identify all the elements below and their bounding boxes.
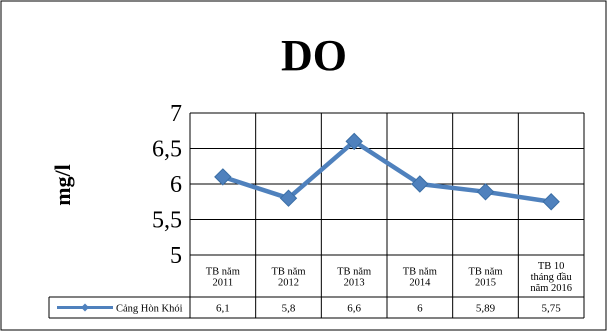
x-tick-label: TB năm (337, 267, 371, 278)
data-point (476, 183, 495, 201)
data-point (411, 175, 429, 193)
series-line (222, 139, 552, 204)
x-tick-label: 2013 (344, 278, 365, 289)
x-tick-label: TB năm (403, 267, 437, 278)
data-point (542, 193, 560, 211)
data-point (214, 168, 232, 186)
series-layer (214, 132, 560, 211)
x-tick-label: TB năm (271, 267, 305, 278)
x-tick-label: TB năm (206, 267, 240, 278)
x-tick-label: 2015 (475, 278, 496, 289)
y-tick-labels: 7 6,5 6 5,5 5 (152, 101, 182, 269)
x-tick-label: tháng đầu (531, 272, 573, 283)
chart-title: DO (281, 31, 347, 80)
x-tick-label: năm 2016 (530, 283, 572, 294)
data-label: 5,89 (476, 303, 496, 315)
legend-marker (81, 303, 89, 312)
x-tick-label: TB năm (468, 267, 502, 278)
x-tick-label: 2014 (409, 278, 431, 289)
data-point (279, 189, 298, 207)
y-tick-label: 5 (170, 243, 182, 269)
x-tick-label: 2012 (278, 278, 299, 289)
y-tick-label: 5,5 (152, 208, 182, 234)
data-label: 6 (417, 303, 423, 315)
data-label: 5,8 (282, 303, 296, 315)
x-tick-label: 2011 (213, 278, 234, 289)
data-point (345, 132, 363, 151)
y-tick-label: 6,5 (152, 137, 182, 163)
y-tick-label: 7 (170, 101, 182, 127)
legend-label: Cảng Hòn Khói (116, 304, 183, 315)
y-tick-label: 6 (170, 172, 182, 198)
y-axis-label: mg/l (50, 164, 75, 206)
data-label: 6,1 (216, 303, 230, 315)
x-tick-label: TB 10 (538, 261, 565, 272)
data-label: 5,75 (542, 303, 562, 315)
data-label: 6,6 (347, 303, 361, 315)
